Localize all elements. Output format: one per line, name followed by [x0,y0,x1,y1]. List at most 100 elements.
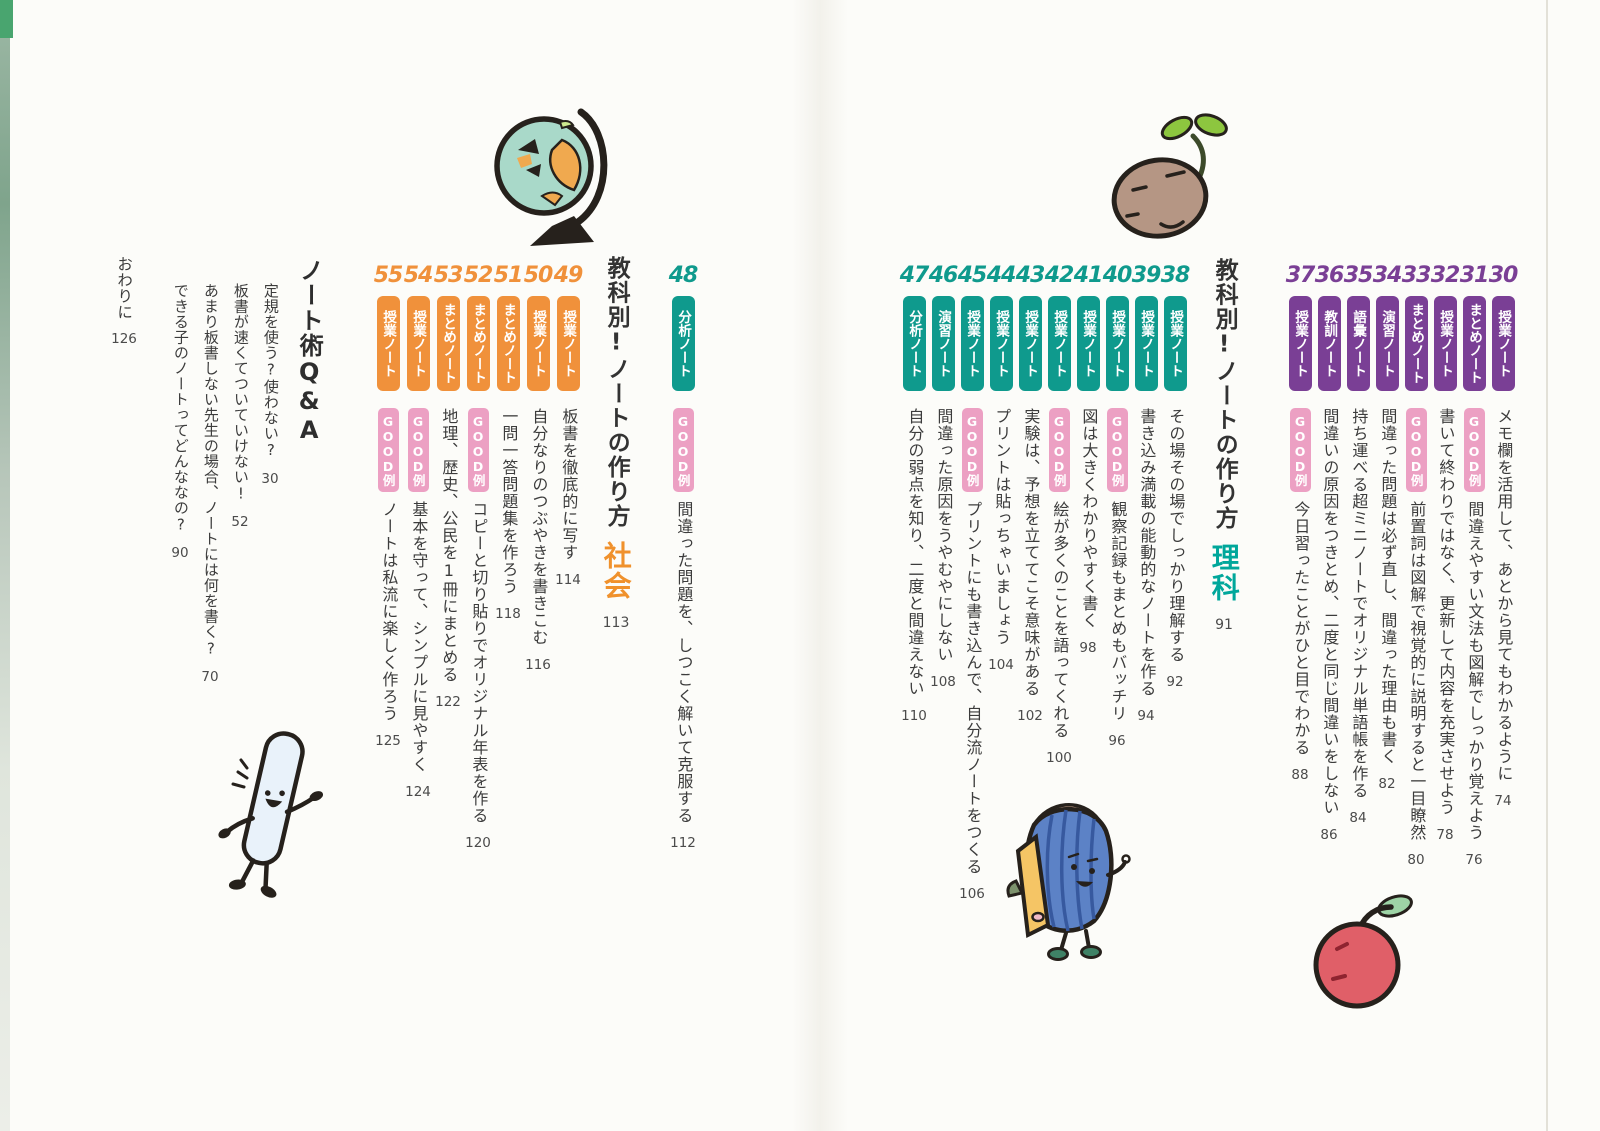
toc-entry-53: 53 まとめノート 地理、歴史、公民を1冊にまとめる 122 [433,263,464,710]
entry-title: 地理、歴史、公民を1冊にまとめる [439,408,459,683]
entry-title: 間違えやすい文法も図解でしっかり覚えよう [1465,501,1485,841]
entry-page-number: 106 [959,886,985,902]
good-example-badge: GOOD例 [1289,408,1311,492]
toc-entry-45: 45 授業ノート GOOD例 プリントにも書き込んで、自分流ノートをつくる 10… [957,263,988,902]
page-gutter [792,0,848,1131]
toc-entry-38: 38 授業ノート その場その場でしっかり理解する 92 [1160,263,1191,690]
toc-entry-31: 31 まとめノート GOOD例 間違えやすい文法も図解でしっかり覚えよう 76 [1459,263,1490,868]
entry-title: 板書を徹底的に写す [559,408,579,561]
entry-number: 33 [1401,263,1432,288]
note-type-tag: 演習ノート [931,296,955,391]
entry-page-number: 88 [1291,767,1309,783]
toc-entry-48: 48 分析ノート GOOD例 間違った問題を、しつこく解いて克服する 112 [668,263,699,851]
note-type-tag: 授業ノート [1163,296,1187,391]
page-edge-line [1546,0,1548,1131]
note-type-tag: まとめノート [436,296,460,391]
entry-number: 41 [1073,263,1104,288]
qa-item-4: できる子のノートってどんななの? 90 [164,283,196,561]
entry-number: 34 [1372,263,1403,288]
note-type-tag: 授業ノート [1134,296,1158,391]
note-type-tag: 授業ノート [376,296,400,391]
note-type-tag: 授業ノート [406,296,430,391]
toc-entry-46: 46 演習ノート 間違った原因をうやむやにしない 108 [928,263,959,690]
entry-number: 55 [373,263,404,288]
entry-title: 自分の弱点を知り、二度と間違えない [905,408,925,697]
entry-title: 間違った問題を、しつこく解いて克服する [674,501,694,824]
entry-title: 実験は、予想を立ててこそ意味がある [1021,408,1041,697]
toc-entry-33: 33 まとめノート GOOD例 前置詞は図解で視覚的に説明すると一目瞭然 80 [1401,263,1432,868]
entry-title: 自分なりのつぶやきを書きこむ [529,408,549,646]
entry-number: 47 [899,263,930,288]
entry-number: 52 [463,263,494,288]
note-type-tag: 語彙ノート [1346,296,1370,391]
toc-entry-39: 39 授業ノート 書き込み満載の能動的なノートを作る 94 [1131,263,1162,724]
good-example-badge: GOOD例 [1048,408,1070,492]
entry-page-number: 102 [1017,708,1043,724]
entry-title: 今日習ったことがひと目でわかる [1291,501,1311,756]
entry-page-number: 116 [525,657,551,673]
toc-entry-43: 43 授業ノート 実験は、予想を立ててこそ意味がある 102 [1015,263,1046,724]
entry-number: 44 [986,263,1017,288]
entry-number: 43 [1015,263,1046,288]
toc-entry-32: 32 授業ノート 書いて終わりではなく、更新して内容を充実させよう 78 [1430,263,1461,843]
entry-number: 50 [523,263,554,288]
note-type-tag: 授業ノート [1491,296,1515,391]
entry-number: 54 [403,263,434,288]
entry-page-number: 120 [465,835,491,851]
entry-title: プリントは貼っちゃいましょう [992,408,1012,646]
entry-number: 40 [1102,263,1133,288]
entry-number: 32 [1430,263,1461,288]
qa-item-2: 板書が速くてついていけない! 52 [224,283,256,530]
note-type-tag: 授業ノート [526,296,550,391]
closing-page-number: 126 [111,331,137,347]
qa-item-page-number: 52 [231,514,249,530]
entry-title: 基本を守って、シンプルに見やすく [409,501,429,773]
good-example-badge: GOOD例 [672,408,694,492]
entry-title: 間違いの原因をつきとめ、二度と同じ間違いをしない [1320,408,1340,816]
section-header-social: 教科別!ノートの作り方 社会 113 [590,256,642,631]
note-type-tag: まとめノート [466,296,490,391]
entry-number: 51 [493,263,524,288]
entry-page-number: 100 [1046,750,1072,766]
entry-page-number: 92 [1166,674,1184,690]
entry-number: 37 [1285,263,1316,288]
qa-item-page-number: 90 [171,545,189,561]
toc-entry-49: 49 授業ノート 板書を徹底的に写す 114 [553,263,584,588]
toc-entry-44: 44 授業ノート プリントは貼っちゃいましょう 104 [986,263,1017,673]
chalk-character-illustration [218,731,324,898]
entry-number: 49 [553,263,584,288]
toc-entry-40: 40 授業ノート GOOD例 観察記録もまとめもバッチリ 96 [1102,263,1133,749]
book-edge-accent [0,0,13,38]
section-title: 教科別!ノートの作り方 [1211,258,1238,531]
section-subject-social: 社会 [599,540,633,601]
closing-entry: おわりに 126 [108,256,140,347]
note-type-tag: 演習ノート [1375,296,1399,391]
good-example-badge: GOOD例 [1463,408,1485,492]
entry-page-number: 78 [1436,827,1454,843]
section-header-science: 教科別!ノートの作り方 理科 91 [1198,258,1250,633]
good-example-badge: GOOD例 [467,408,489,492]
toc-entry-50: 50 授業ノート 自分なりのつぶやきを書きこむ 116 [523,263,554,673]
apple-illustration [1313,894,1413,1009]
entry-page-number: 114 [555,572,581,588]
qa-item-title: あまり板書しない先生の場合、ノートには何を書く? [201,283,220,658]
note-type-tag: まとめノート [1404,296,1428,391]
toc-entry-37: 37 授業ノート GOOD例 今日習ったことがひと目でわかる 88 [1285,263,1316,783]
section-page-number: 91 [1215,616,1233,633]
toc-entry-30: 30 授業ノート メモ欄を活用して、あとから見てもわかるように 74 [1488,263,1519,809]
entry-page-number: 96 [1108,733,1126,749]
note-type-tag: 授業ノート [556,296,580,391]
entry-page-number: 124 [405,784,431,800]
entry-title: 間違った問題は必ず直し、間違った理由も書く [1378,408,1398,765]
entry-number: 36 [1314,263,1345,288]
qa-item-3: あまり板書しない先生の場合、ノートには何を書く? 70 [194,283,226,685]
entry-page-number: 118 [495,606,521,622]
section-title: 教科別!ノートの作り方 [603,256,630,529]
note-type-tag: 分析ノート [671,296,695,391]
entry-page-number: 98 [1079,640,1097,656]
entry-number: 53 [433,263,464,288]
entry-page-number: 125 [375,733,401,749]
entry-number: 45 [957,263,988,288]
section-page-number: 113 [602,614,630,631]
